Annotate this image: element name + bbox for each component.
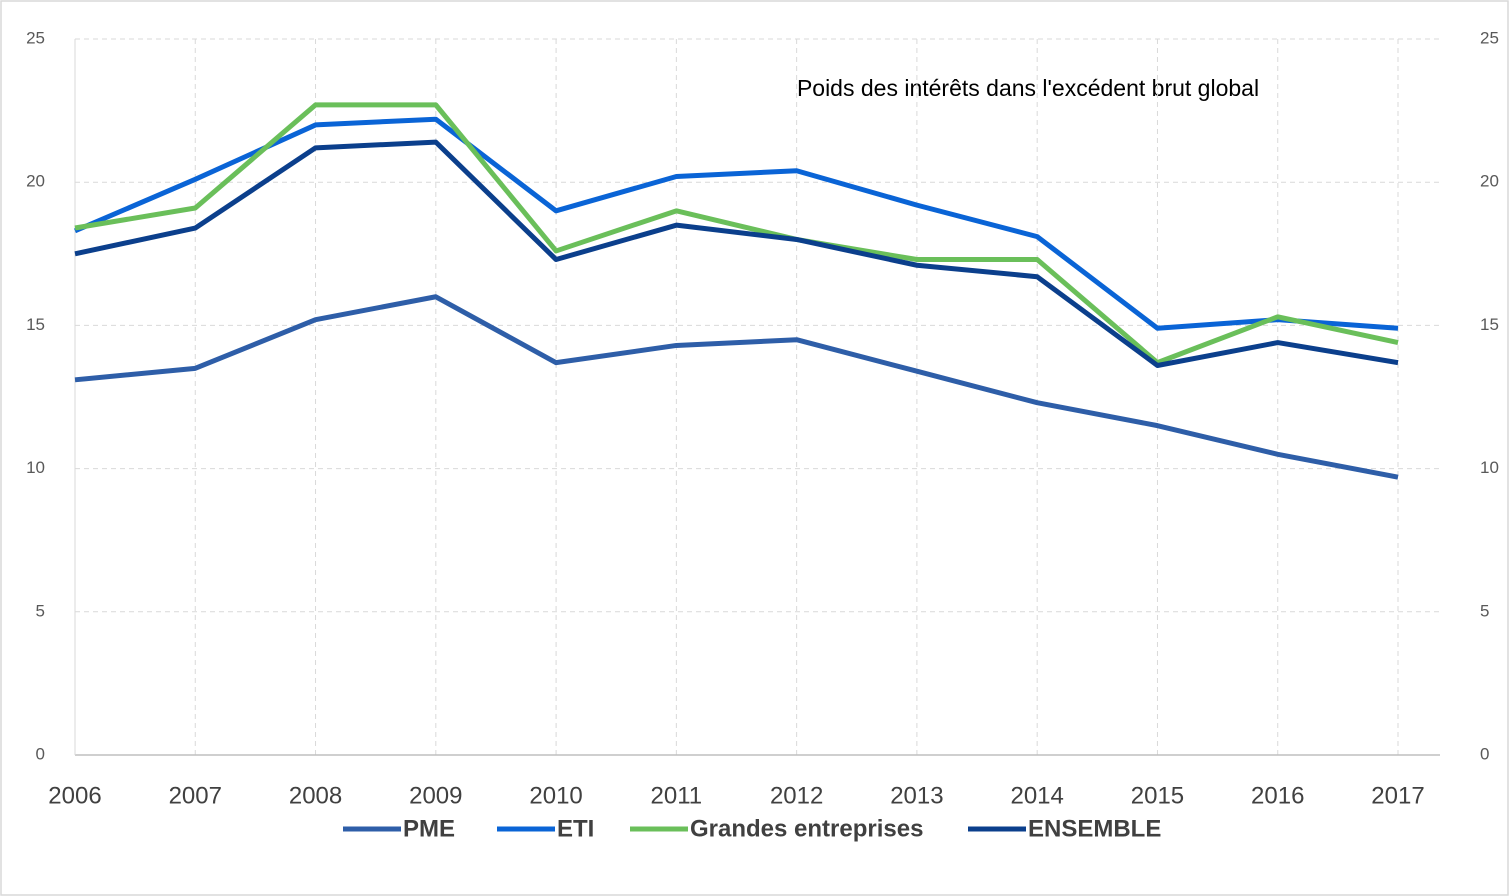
series-line xyxy=(74,102,1399,366)
y-tick-label: 15 xyxy=(26,315,45,334)
x-tick-label: 2007 xyxy=(169,782,222,809)
y-tick-label: 10 xyxy=(26,458,45,477)
legend-label: ETI xyxy=(557,815,594,842)
y2-tick-label: 15 xyxy=(1480,315,1499,334)
y2-tick-label: 0 xyxy=(1480,744,1489,763)
y-tick-label: 0 xyxy=(36,744,45,763)
y-tick-label: 25 xyxy=(26,28,45,47)
y2-tick-label: 5 xyxy=(1480,601,1489,620)
legend-label: PME xyxy=(403,815,455,842)
x-tick-label: 2009 xyxy=(409,782,462,809)
y2-tick-label: 10 xyxy=(1480,458,1499,477)
x-tick-label: 2017 xyxy=(1371,782,1424,809)
y-tick-label: 5 xyxy=(36,601,45,620)
y-tick-label: 20 xyxy=(26,172,45,191)
y2-tick-label: 25 xyxy=(1480,28,1499,47)
x-tick-label: 2016 xyxy=(1251,782,1304,809)
chart-title: Poids des intérêts dans l'excédent brut … xyxy=(797,75,1259,101)
x-tick-label: 2011 xyxy=(651,782,703,809)
x-tick-label: 2010 xyxy=(529,782,582,809)
x-tick-label: 2006 xyxy=(48,782,101,809)
x-tick-label: 2014 xyxy=(1010,782,1063,809)
series-line xyxy=(74,294,1399,480)
legend-label: ENSEMBLE xyxy=(1028,815,1161,842)
x-tick-label: 2013 xyxy=(890,782,943,809)
x-tick-label: 2012 xyxy=(770,782,823,809)
series-line xyxy=(74,116,1399,331)
series-line xyxy=(74,139,1399,368)
x-tick-label: 2008 xyxy=(289,782,342,809)
y2-tick-label: 20 xyxy=(1480,172,1499,191)
legend-label: Grandes entreprises xyxy=(690,815,923,842)
x-tick-label: 2015 xyxy=(1131,782,1184,809)
